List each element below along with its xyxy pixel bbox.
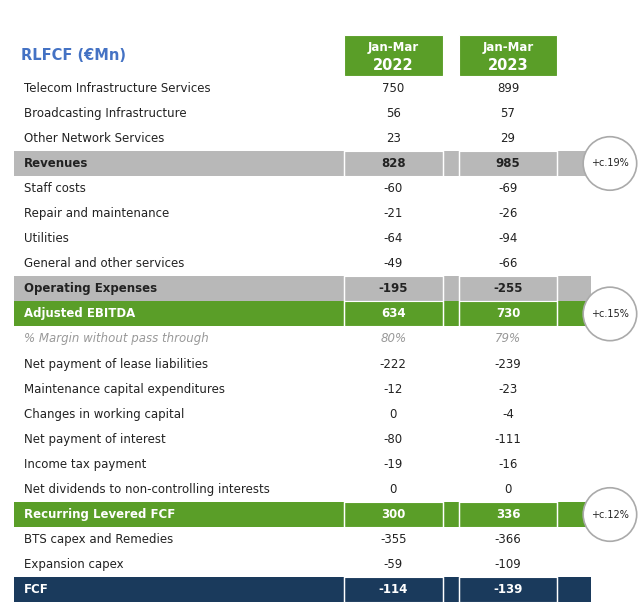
Text: -19: -19: [383, 458, 403, 471]
Text: -21: -21: [383, 207, 403, 220]
Text: -23: -23: [499, 382, 518, 396]
Text: BTS capex and Remedies: BTS capex and Remedies: [24, 533, 173, 546]
Text: Net payment of interest: Net payment of interest: [24, 433, 166, 446]
Text: 828: 828: [381, 157, 406, 170]
FancyBboxPatch shape: [459, 302, 557, 327]
FancyBboxPatch shape: [459, 35, 557, 76]
Text: 29: 29: [500, 132, 515, 145]
Text: 634: 634: [381, 307, 406, 320]
FancyBboxPatch shape: [459, 502, 557, 527]
Text: Expansion capex: Expansion capex: [24, 558, 124, 571]
Text: Staff costs: Staff costs: [24, 182, 86, 195]
Text: Income tax payment: Income tax payment: [24, 458, 146, 471]
Text: General and other services: General and other services: [24, 257, 184, 270]
Text: Operating Expenses: Operating Expenses: [24, 282, 157, 296]
Text: -60: -60: [383, 182, 403, 195]
Text: 80%: 80%: [380, 333, 406, 345]
Text: 0: 0: [390, 483, 397, 496]
Text: 985: 985: [495, 157, 520, 170]
FancyBboxPatch shape: [14, 276, 591, 302]
Text: -4: -4: [502, 408, 514, 421]
FancyBboxPatch shape: [459, 276, 557, 302]
Text: -366: -366: [495, 533, 522, 546]
Text: -222: -222: [380, 358, 406, 370]
Text: Repair and maintenance: Repair and maintenance: [24, 207, 169, 220]
Ellipse shape: [583, 488, 637, 541]
Ellipse shape: [583, 137, 637, 190]
Text: FCF: FCF: [24, 583, 49, 596]
Text: -255: -255: [493, 282, 523, 296]
FancyBboxPatch shape: [344, 577, 443, 602]
FancyBboxPatch shape: [459, 577, 557, 602]
Text: 0: 0: [504, 483, 511, 496]
Text: 0: 0: [390, 408, 397, 421]
Text: 899: 899: [497, 82, 519, 95]
Text: +c.19%: +c.19%: [591, 158, 629, 169]
FancyBboxPatch shape: [14, 577, 591, 602]
Text: -139: -139: [493, 583, 523, 596]
FancyBboxPatch shape: [344, 302, 443, 327]
FancyBboxPatch shape: [14, 502, 591, 527]
FancyBboxPatch shape: [14, 302, 591, 327]
Text: -355: -355: [380, 533, 406, 546]
Text: 2022: 2022: [373, 58, 413, 73]
Ellipse shape: [583, 287, 637, 341]
Text: -26: -26: [499, 207, 518, 220]
FancyBboxPatch shape: [344, 35, 443, 76]
Text: Jan-Mar: Jan-Mar: [483, 41, 534, 54]
Text: Adjusted EBITDA: Adjusted EBITDA: [24, 307, 135, 320]
Text: -239: -239: [495, 358, 522, 370]
Text: -80: -80: [384, 433, 403, 446]
Text: -49: -49: [383, 257, 403, 270]
Text: 57: 57: [500, 107, 515, 120]
FancyBboxPatch shape: [14, 151, 591, 176]
Text: Jan-Mar: Jan-Mar: [367, 41, 419, 54]
Text: Other Network Services: Other Network Services: [24, 132, 164, 145]
Text: -94: -94: [499, 232, 518, 245]
Text: -16: -16: [499, 458, 518, 471]
Text: +c.12%: +c.12%: [591, 509, 629, 520]
Text: +c.15%: +c.15%: [591, 309, 629, 319]
Text: RLFCF (€Mn): RLFCF (€Mn): [20, 48, 125, 63]
Text: -111: -111: [495, 433, 522, 446]
Text: 23: 23: [386, 132, 401, 145]
Text: -64: -64: [383, 232, 403, 245]
Text: Maintenance capital expenditures: Maintenance capital expenditures: [24, 382, 225, 396]
FancyBboxPatch shape: [344, 151, 443, 176]
Text: Changes in working capital: Changes in working capital: [24, 408, 184, 421]
Text: Broadcasting Infrastructure: Broadcasting Infrastructure: [24, 107, 186, 120]
Text: 300: 300: [381, 508, 406, 521]
Text: Utilities: Utilities: [24, 232, 68, 245]
Text: -109: -109: [495, 558, 522, 571]
Text: Net payment of lease liabilities: Net payment of lease liabilities: [24, 358, 208, 370]
FancyBboxPatch shape: [344, 276, 443, 302]
Text: 336: 336: [496, 508, 520, 521]
Text: 56: 56: [386, 107, 401, 120]
Text: -59: -59: [383, 558, 403, 571]
FancyBboxPatch shape: [344, 502, 443, 527]
Text: Recurring Levered FCF: Recurring Levered FCF: [24, 508, 175, 521]
Text: 79%: 79%: [495, 333, 521, 345]
Text: -66: -66: [499, 257, 518, 270]
Text: % Margin without pass through: % Margin without pass through: [24, 333, 209, 345]
Text: -12: -12: [383, 382, 403, 396]
Text: 730: 730: [496, 307, 520, 320]
Text: Net dividends to non-controlling interests: Net dividends to non-controlling interes…: [24, 483, 269, 496]
Text: 2023: 2023: [488, 58, 528, 73]
Text: 750: 750: [382, 82, 404, 95]
FancyBboxPatch shape: [459, 151, 557, 176]
Text: Revenues: Revenues: [24, 157, 88, 170]
Text: -69: -69: [499, 182, 518, 195]
Text: -195: -195: [378, 282, 408, 296]
Text: Telecom Infrastructure Services: Telecom Infrastructure Services: [24, 82, 211, 95]
Text: -114: -114: [379, 583, 408, 596]
